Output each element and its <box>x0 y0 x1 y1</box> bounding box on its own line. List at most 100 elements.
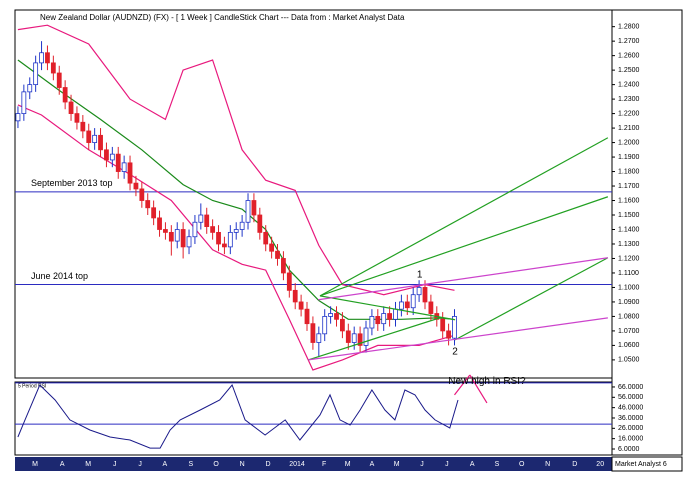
y-tick-label: 1.2000 <box>618 139 640 146</box>
y-tick-label: 1.1800 <box>618 168 640 175</box>
candle-body <box>168 231 174 242</box>
x-tick-label: S <box>188 461 193 468</box>
x-tick-label: J <box>420 461 424 468</box>
candle-body <box>56 72 62 88</box>
y-tick-label: 1.1100 <box>618 270 639 277</box>
candle-body <box>292 289 298 303</box>
y-tick-label: 1.0500 <box>618 357 640 364</box>
candle-body <box>127 162 133 184</box>
y-tick-label: 1.1200 <box>618 255 640 262</box>
candle-body <box>263 231 269 245</box>
y-tick-label: 1.0900 <box>618 299 640 306</box>
candle-body <box>222 243 227 248</box>
y-tick-label: 1.2500 <box>618 67 640 74</box>
candle-body <box>204 214 210 227</box>
candle-body <box>393 308 398 320</box>
y-tick-label: 1.2400 <box>618 81 640 88</box>
candle-body <box>381 313 387 325</box>
candle-body <box>298 301 304 310</box>
trend-line <box>319 295 456 321</box>
y-tick-label: 1.1600 <box>618 197 640 204</box>
x-tick-label: J <box>138 461 142 468</box>
band-line <box>17 104 455 371</box>
trend-line <box>319 137 609 297</box>
candle-body <box>286 272 292 291</box>
y-tick-label: 1.0600 <box>618 342 640 349</box>
x-tick-label: M <box>394 461 400 468</box>
candle-body <box>186 236 192 248</box>
y-tick-label: 36.0000 <box>618 415 643 422</box>
candle-body <box>192 221 198 238</box>
candle-body <box>334 313 339 320</box>
candle-body <box>322 316 328 335</box>
candle-body <box>251 200 257 216</box>
y-tick-label: 1.1000 <box>618 284 640 291</box>
trend-line <box>454 374 471 396</box>
value-axis-frame <box>611 9 683 456</box>
candle-body <box>104 149 109 161</box>
candle-body <box>33 62 39 86</box>
candle-body <box>74 113 80 123</box>
candle-body <box>68 101 74 114</box>
candle-body <box>216 231 221 245</box>
x-tick-label: F <box>322 461 326 468</box>
x-tick-label: O <box>519 461 525 468</box>
candle-body <box>363 327 369 346</box>
candle-body <box>233 229 239 233</box>
time-axis-band <box>15 457 612 471</box>
y-tick-label: 1.1300 <box>618 241 640 248</box>
candle-body <box>351 333 357 343</box>
candle-body <box>157 217 162 230</box>
y-tick-label: 26.0000 <box>618 425 643 432</box>
candle-body <box>109 153 115 161</box>
footer: Market Analyst 6 <box>615 461 667 468</box>
candle-body <box>398 301 404 310</box>
level-label: June 2014 top <box>31 271 88 281</box>
x-tick-label: D <box>572 461 577 468</box>
x-tick-label: N <box>240 461 245 468</box>
trend-line <box>308 317 608 361</box>
trend-line <box>318 257 608 301</box>
candle-body <box>151 207 157 219</box>
x-tick-label: 2014 <box>289 461 305 468</box>
candle-body <box>375 316 381 325</box>
candle-body <box>304 308 310 325</box>
x-tick-label: D <box>266 461 271 468</box>
trend-line <box>454 257 609 341</box>
trend-line <box>469 374 488 404</box>
candle-body <box>145 200 151 209</box>
candle-body <box>27 84 33 93</box>
candle-body <box>139 188 145 201</box>
candle-body <box>422 287 428 303</box>
candle-body <box>198 214 204 223</box>
candle-body <box>416 287 422 296</box>
candle-body <box>133 182 139 190</box>
candle-body <box>428 301 434 314</box>
candle-body <box>227 231 233 248</box>
candle-body <box>80 121 86 132</box>
annotation: New high in RSI? <box>448 376 526 387</box>
candle-body <box>275 250 280 259</box>
candle-body <box>440 318 446 332</box>
x-tick-label: S <box>495 461 500 468</box>
footer-box <box>611 456 683 472</box>
trend-line <box>319 196 609 297</box>
candle-body <box>62 87 68 103</box>
y-tick-label: 16.0000 <box>618 436 643 443</box>
y-tick-label: 46.0000 <box>618 404 643 411</box>
trend-line <box>308 317 440 361</box>
y-tick-label: 1.1500 <box>618 212 640 219</box>
y-tick-label: 1.2100 <box>618 125 640 132</box>
x-tick-label: N <box>545 461 550 468</box>
y-tick-label: 1.2700 <box>618 38 640 45</box>
candle-body <box>239 221 245 230</box>
candle-body <box>310 323 316 343</box>
candle-body <box>446 330 451 339</box>
candle-body <box>245 200 251 223</box>
candle-body <box>387 313 392 320</box>
candle-body <box>45 52 50 64</box>
x-tick-label: A <box>60 461 65 468</box>
x-tick-label: 20 <box>596 461 604 468</box>
candle-body <box>163 229 168 233</box>
